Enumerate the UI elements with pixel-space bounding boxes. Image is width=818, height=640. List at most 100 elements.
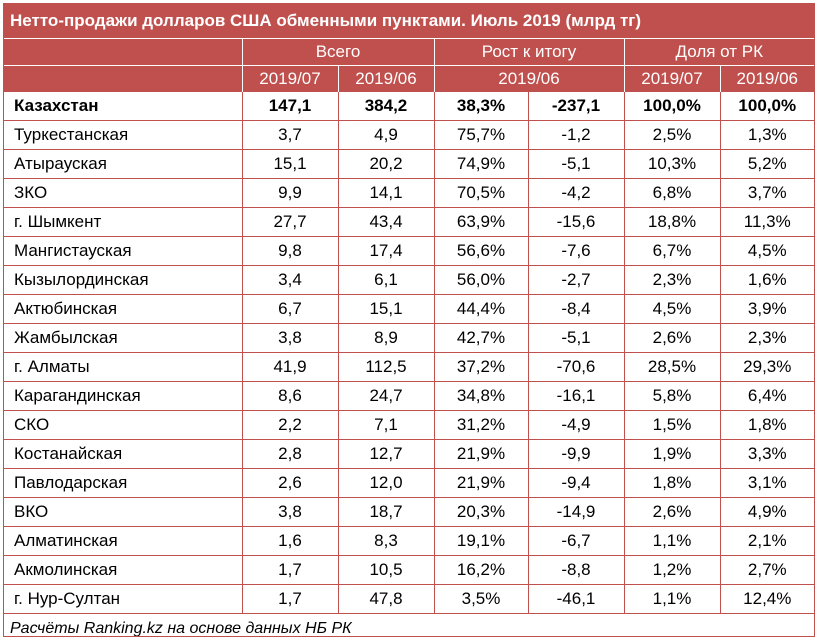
growth-pct-cell: 56,6% <box>433 236 528 266</box>
header-blank <box>4 38 242 66</box>
growth-abs-cell: -46,1 <box>527 584 624 614</box>
share-2019-07-cell: 1,1% <box>623 584 720 614</box>
data-table: Нетто-продажи долларов США обменными пун… <box>4 4 814 636</box>
total-2019-06-cell: 43,4 <box>337 207 434 237</box>
total-2019-06-cell: 10,5 <box>337 555 434 585</box>
growth-pct-cell: 31,2% <box>433 410 528 440</box>
share-2019-07-cell: 1,8% <box>623 468 720 498</box>
region-name-cell: Алматинская <box>4 526 242 556</box>
growth-pct-cell: 37,2% <box>433 352 528 382</box>
growth-pct-cell: 34,8% <box>433 381 528 411</box>
share-2019-06-cell: 12,4% <box>719 584 814 614</box>
table-row: г. Нур-Султан 1,7 47,8 3,5% -46,1 1,1% 12,4% <box>4 584 814 614</box>
table-row: Алматинская 1,6 8,3 19,1% -6,7 1,1% 2,1% <box>4 526 814 556</box>
share-2019-07-cell: 5,8% <box>623 381 720 411</box>
region-name-cell: Жамбылская <box>4 323 242 353</box>
table-row: СКО 2,2 7,1 31,2% -4,9 1,5% 1,8% <box>4 410 814 440</box>
total-2019-07-cell: 41,9 <box>241 352 338 382</box>
table-row: г. Шымкент 27,7 43,4 63,9% -15,6 18,8% 11,3% <box>4 207 814 237</box>
region-name-cell: Атырауская <box>4 149 242 179</box>
total-2019-07-cell: 1,6 <box>241 526 338 556</box>
growth-pct-cell: 19,1% <box>433 526 528 556</box>
total-2019-06-cell: 4,9 <box>337 120 434 150</box>
table-body: Казахстан 147,1 384,2 38,3% -237,1 100,0% 100,… <box>4 92 814 614</box>
region-name-cell: ВКО <box>4 497 242 527</box>
share-2019-06-cell: 3,9% <box>719 294 814 324</box>
share-2019-06-cell: 2,3% <box>719 323 814 353</box>
total-2019-06-cell: 8,3 <box>337 526 434 556</box>
table-row: Актюбинская 6,7 15,1 44,4% -8,4 4,5% 3,9% <box>4 294 814 324</box>
region-name-cell: Кызылординская <box>4 265 242 295</box>
region-name-cell: Казахстан <box>4 92 242 121</box>
growth-abs-cell: -5,1 <box>527 149 624 179</box>
total-2019-07-cell: 9,8 <box>241 236 338 266</box>
share-2019-06-cell: 100,0% <box>719 92 814 121</box>
growth-abs-cell: -6,7 <box>527 526 624 556</box>
share-2019-07-cell: 1,5% <box>623 410 720 440</box>
growth-abs-cell: -70,6 <box>527 352 624 382</box>
growth-pct-cell: 56,0% <box>433 265 528 295</box>
growth-abs-cell: -5,1 <box>527 323 624 353</box>
region-name-cell: Мангистауская <box>4 236 242 266</box>
growth-pct-cell: 75,7% <box>433 120 528 150</box>
total-2019-06-cell: 112,5 <box>337 352 434 382</box>
region-name-cell: г. Алматы <box>4 352 242 382</box>
share-2019-06-cell: 5,2% <box>719 149 814 179</box>
total-2019-07-cell: 2,8 <box>241 439 338 469</box>
region-name-cell: Павлодарская <box>4 468 242 498</box>
total-2019-07-cell: 3,7 <box>241 120 338 150</box>
total-2019-06-cell: 8,9 <box>337 323 434 353</box>
growth-pct-cell: 74,9% <box>433 149 528 179</box>
total-2019-07-cell: 3,8 <box>241 323 338 353</box>
growth-pct-cell: 21,9% <box>433 468 528 498</box>
total-2019-06-cell: 20,2 <box>337 149 434 179</box>
share-2019-07-cell: 18,8% <box>623 207 720 237</box>
growth-abs-cell: -9,4 <box>527 468 624 498</box>
growth-abs-cell: -9,9 <box>527 439 624 469</box>
subheader-growth-2019-06: 2019/06 <box>433 65 624 92</box>
growth-pct-cell: 16,2% <box>433 555 528 585</box>
share-2019-07-cell: 28,5% <box>623 352 720 382</box>
subheader-share-2019-06: 2019/06 <box>719 65 814 92</box>
table-row: ВКО 3,8 18,7 20,3% -14,9 2,6% 4,9% <box>4 497 814 527</box>
table-title: Нетто-продажи долларов США обменными пун… <box>4 4 814 39</box>
share-2019-07-cell: 1,1% <box>623 526 720 556</box>
total-2019-07-cell: 2,6 <box>241 468 338 498</box>
table-frame: Нетто-продажи долларов США обменными пун… <box>3 3 815 637</box>
growth-abs-cell: -8,8 <box>527 555 624 585</box>
region-name-cell: Акмолинская <box>4 555 242 585</box>
total-2019-07-cell: 6,7 <box>241 294 338 324</box>
share-2019-06-cell: 2,1% <box>719 526 814 556</box>
table-row: Казахстан 147,1 384,2 38,3% -237,1 100,0% 100,… <box>4 92 814 121</box>
region-name-cell: Карагандинская <box>4 381 242 411</box>
total-2019-07-cell: 3,8 <box>241 497 338 527</box>
share-2019-06-cell: 1,8% <box>719 410 814 440</box>
region-name-cell: Туркестанская <box>4 120 242 150</box>
share-2019-07-cell: 100,0% <box>623 92 720 121</box>
total-2019-06-cell: 24,7 <box>337 381 434 411</box>
group-header-growth: Рост к итогу <box>433 38 624 66</box>
growth-pct-cell: 44,4% <box>433 294 528 324</box>
share-2019-06-cell: 1,3% <box>719 120 814 150</box>
growth-pct-cell: 3,5% <box>433 584 528 614</box>
growth-abs-cell: -14,9 <box>527 497 624 527</box>
growth-abs-cell: -4,2 <box>527 178 624 208</box>
share-2019-07-cell: 1,9% <box>623 439 720 469</box>
region-name-cell: г. Нур-Султан <box>4 584 242 614</box>
growth-abs-cell: -7,6 <box>527 236 624 266</box>
region-name-cell: Костанайская <box>4 439 242 469</box>
share-2019-07-cell: 6,7% <box>623 236 720 266</box>
subheader-total-2019-06: 2019/06 <box>337 65 434 92</box>
total-2019-07-cell: 1,7 <box>241 555 338 585</box>
total-2019-06-cell: 12,7 <box>337 439 434 469</box>
table-row: Павлодарская 2,6 12,0 21,9% -9,4 1,8% 3,1% <box>4 468 814 498</box>
share-2019-06-cell: 3,1% <box>719 468 814 498</box>
share-2019-06-cell: 3,3% <box>719 439 814 469</box>
growth-abs-cell: -4,9 <box>527 410 624 440</box>
subheader-total-2019-07: 2019/07 <box>241 65 338 92</box>
growth-pct-cell: 38,3% <box>433 92 528 121</box>
table-row: г. Алматы 41,9 112,5 37,2% -70,6 28,5% 29,3% <box>4 352 814 382</box>
total-2019-07-cell: 27,7 <box>241 207 338 237</box>
table-row: Карагандинская 8,6 24,7 34,8% -16,1 5,8% 6,4% <box>4 381 814 411</box>
share-2019-07-cell: 10,3% <box>623 149 720 179</box>
